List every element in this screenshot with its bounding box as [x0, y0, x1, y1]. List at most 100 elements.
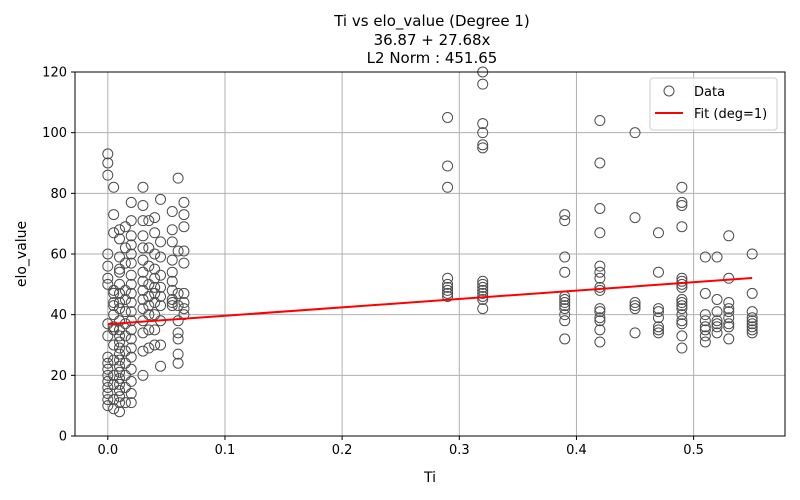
- data-point: [143, 300, 155, 312]
- data-point: [149, 263, 161, 275]
- data-point: [723, 306, 735, 318]
- data-point: [594, 260, 606, 272]
- data-point: [149, 287, 161, 299]
- data-point: [166, 275, 178, 287]
- data-point: [125, 287, 137, 299]
- data-point: [746, 327, 758, 339]
- x-tick-label: 0.5: [683, 443, 704, 458]
- data-point: [149, 281, 161, 293]
- data-point: [711, 251, 723, 263]
- data-point: [723, 333, 735, 345]
- data-point: [155, 339, 167, 351]
- data-point: [594, 227, 606, 239]
- data-point: [652, 303, 664, 315]
- x-tick-label: 0.1: [215, 443, 236, 458]
- data-point: [149, 227, 161, 239]
- data-point: [711, 318, 723, 330]
- data-point: [125, 248, 137, 260]
- data-point: [676, 342, 688, 354]
- y-tick-label: 80: [50, 187, 67, 202]
- data-point: [125, 257, 137, 269]
- data-point: [102, 157, 114, 169]
- data-point: [119, 357, 131, 369]
- data-point: [746, 287, 758, 299]
- data-point: [125, 397, 137, 409]
- data-point: [723, 272, 735, 284]
- data-point: [629, 212, 641, 224]
- data-point: [442, 181, 454, 193]
- data-point: [594, 324, 606, 336]
- data-point: [114, 266, 126, 278]
- data-point: [442, 284, 454, 296]
- data-point: [137, 199, 149, 211]
- data-point: [746, 306, 758, 318]
- y-tick-label: 20: [50, 369, 67, 384]
- data-point: [166, 254, 178, 266]
- data-point: [699, 287, 711, 299]
- data-point: [477, 139, 489, 151]
- data-point: [114, 324, 126, 336]
- data-point: [676, 199, 688, 211]
- data-point: [137, 215, 149, 227]
- data-point: [125, 342, 137, 354]
- data-point: [442, 272, 454, 284]
- data-point: [149, 248, 161, 260]
- data-point: [114, 224, 126, 236]
- data-point: [119, 294, 131, 305]
- data-point: [166, 206, 178, 218]
- data-point: [114, 360, 126, 372]
- data-point: [143, 260, 155, 272]
- data-point: [166, 284, 178, 296]
- data-point: [594, 266, 606, 278]
- x-tick-label: 0.4: [566, 443, 587, 458]
- data-point: [676, 294, 688, 305]
- data-point: [119, 242, 131, 254]
- data-point: [676, 181, 688, 193]
- data-point: [594, 315, 606, 327]
- data-point: [155, 269, 167, 281]
- data-point: [477, 127, 489, 139]
- data-point: [125, 278, 137, 290]
- data-point: [119, 257, 131, 269]
- data-point: [114, 391, 126, 403]
- data-point: [723, 312, 735, 324]
- data-point: [477, 78, 489, 90]
- data-point: [477, 287, 489, 299]
- data-point: [114, 366, 126, 378]
- data-point: [114, 233, 126, 245]
- data-point: [119, 381, 131, 393]
- data-point: [102, 260, 114, 272]
- data-point: [723, 297, 735, 309]
- data-point: [172, 287, 184, 299]
- data-point: [629, 297, 641, 309]
- data-point: [559, 303, 571, 315]
- data-point: [155, 251, 167, 263]
- data-point: [652, 227, 664, 239]
- data-point: [652, 266, 664, 278]
- data-point: [746, 312, 758, 324]
- data-point: [125, 388, 137, 400]
- data-point: [594, 281, 606, 293]
- data-point: [102, 394, 114, 406]
- data-point: [149, 309, 161, 321]
- data-point: [102, 272, 114, 284]
- data-point: [125, 269, 137, 281]
- data-point: [108, 227, 120, 239]
- data-point: [102, 351, 114, 363]
- data-point: [594, 157, 606, 169]
- data-point: [108, 394, 120, 406]
- data-point: [119, 369, 131, 381]
- data-point: [114, 378, 126, 390]
- data-point: [172, 327, 184, 339]
- data-point: [166, 294, 178, 305]
- data-point: [166, 266, 178, 278]
- data-point: [711, 321, 723, 333]
- y-tick-label: 40: [50, 308, 67, 323]
- data-point: [155, 193, 167, 205]
- legend-fit-label: Fit (deg=1): [694, 107, 767, 122]
- data-point: [699, 315, 711, 327]
- data-point: [108, 297, 120, 309]
- data-point: [137, 242, 149, 254]
- data-point: [125, 306, 137, 318]
